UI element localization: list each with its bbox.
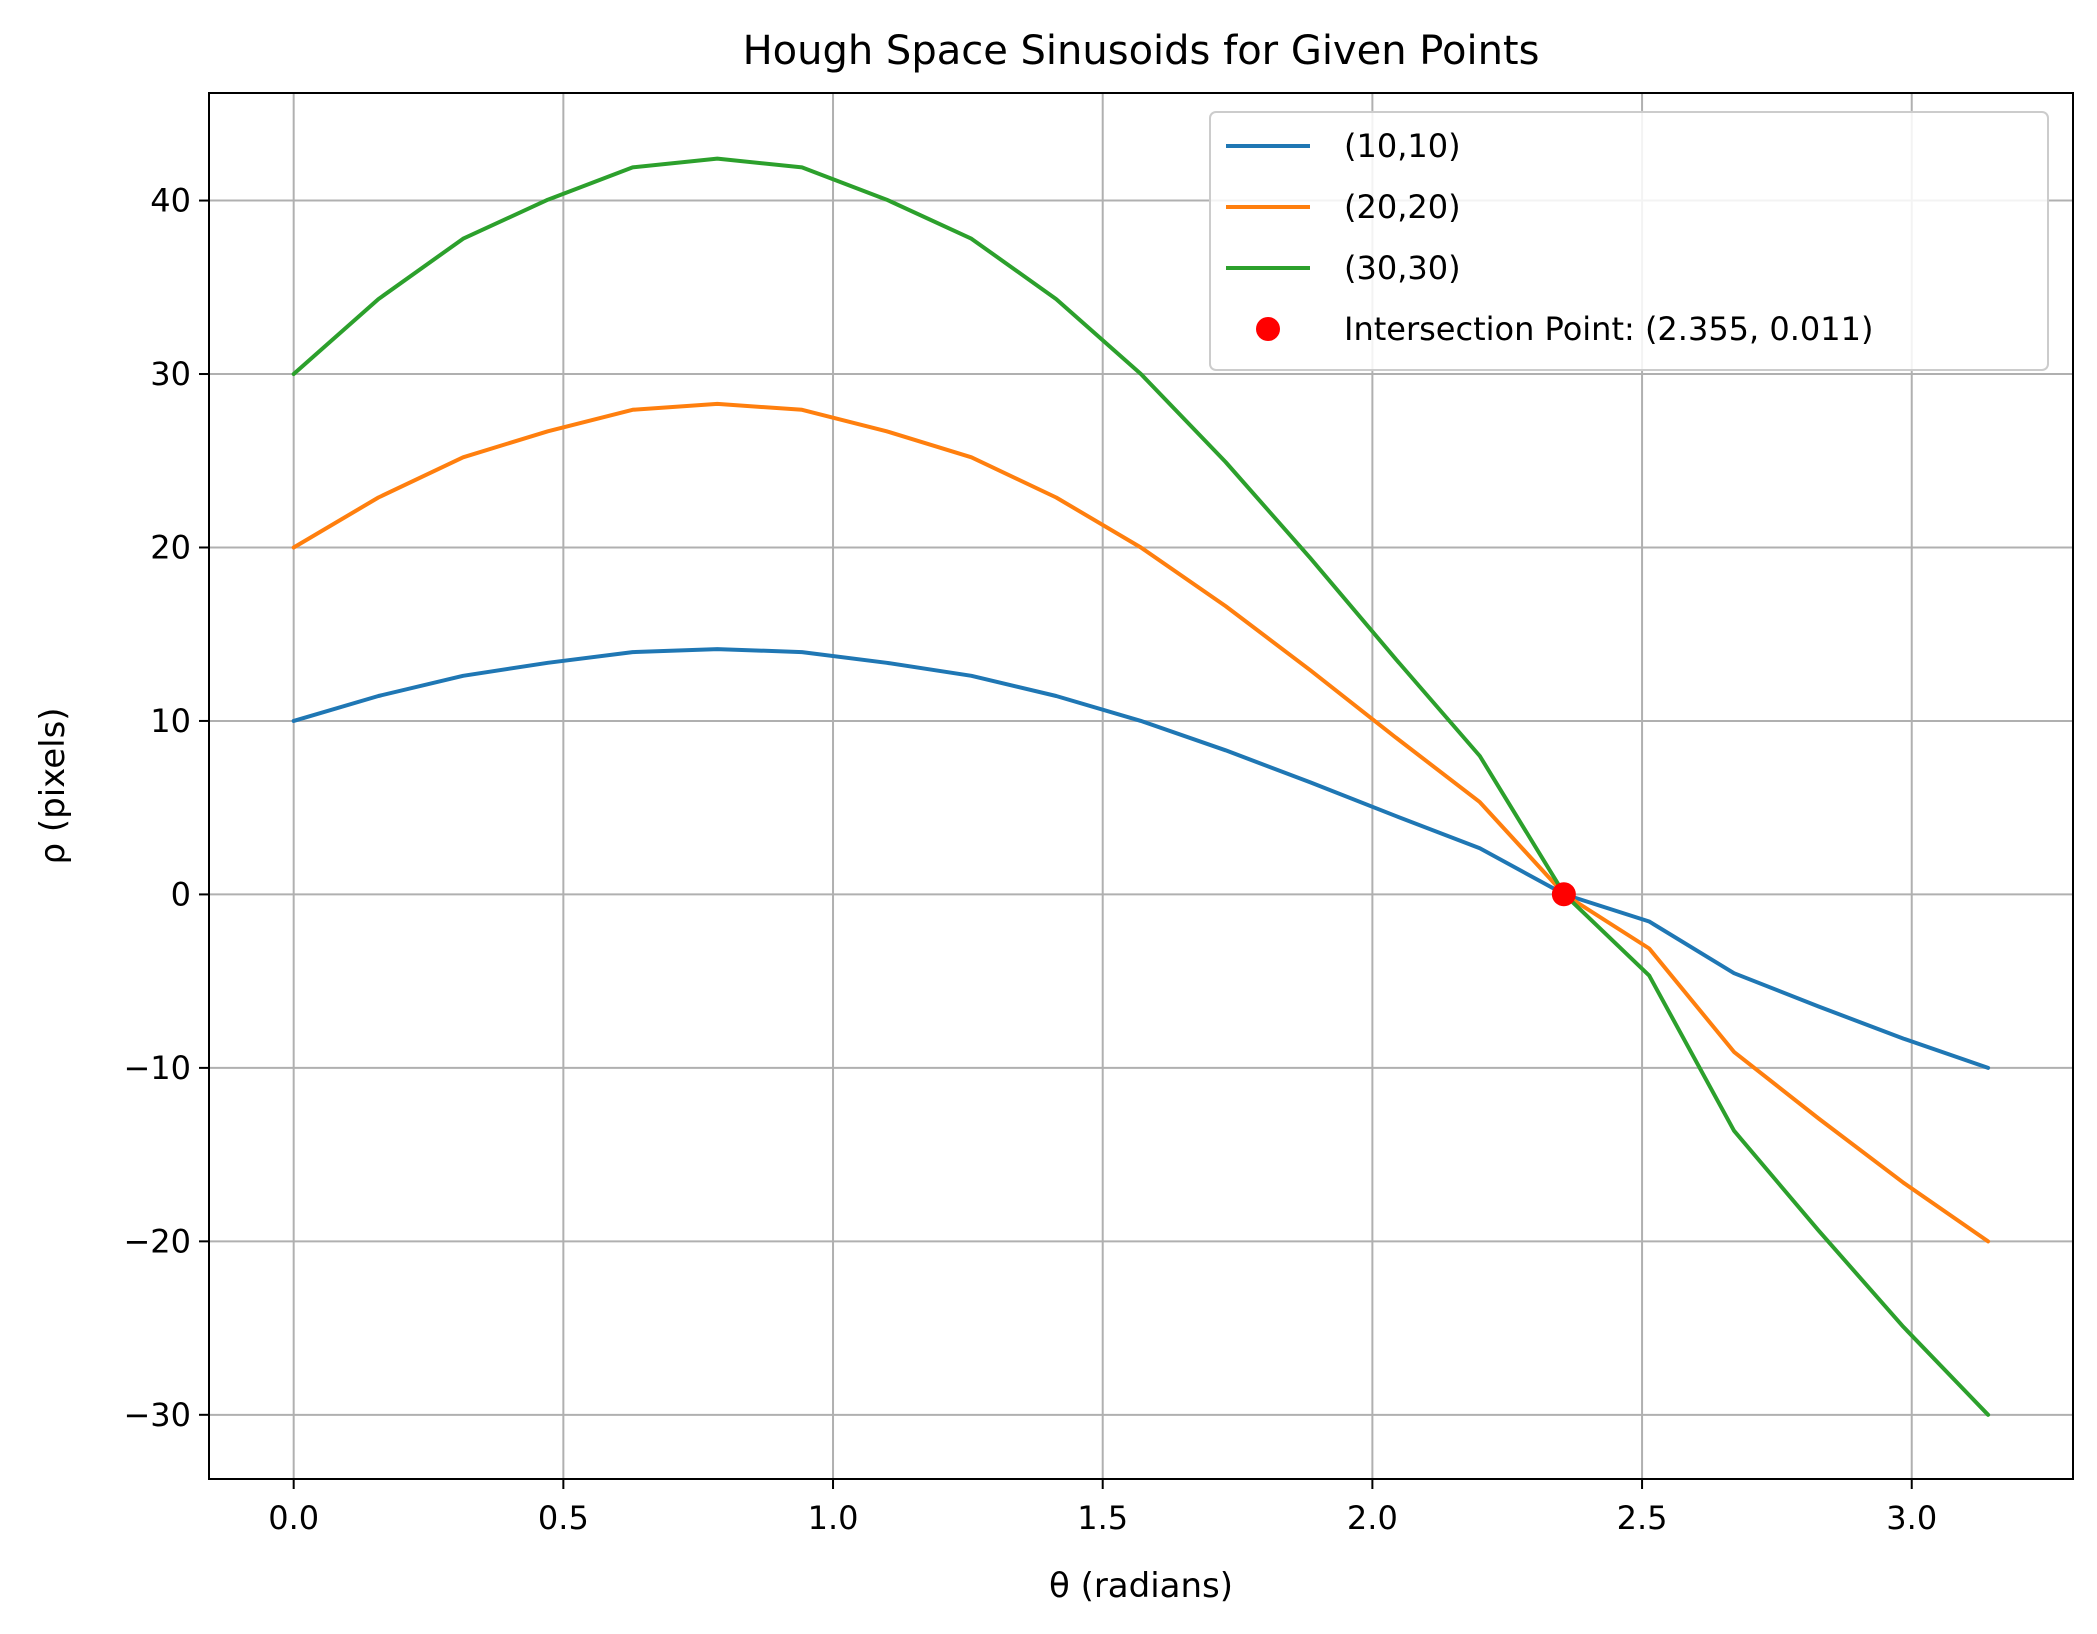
x-axis-label: θ (radians) <box>1049 1566 1233 1606</box>
series-line <box>291 647 1991 1070</box>
legend-box <box>1209 111 2049 371</box>
y-tick-label: −30 <box>123 1396 191 1434</box>
x-tick-label: 1.0 <box>808 1499 859 1537</box>
y-tick-label: 10 <box>150 702 191 740</box>
x-axis-ticks: 0.0 0.5 1.0 1.5 2.0 2.5 3.0 <box>268 1479 1937 1537</box>
legend-label: (30,30) <box>1344 249 1461 287</box>
legend: (10,10) (20,20) (30,30) Intersection Point:… <box>1209 111 2049 371</box>
x-tick-label: 0.0 <box>268 1499 319 1537</box>
y-tick-label: −20 <box>123 1222 191 1260</box>
y-tick-label: −10 <box>123 1049 191 1087</box>
y-tick-label: 40 <box>150 182 191 220</box>
chart-title: Hough Space Sinusoids for Given Points <box>743 28 1540 74</box>
legend-label: (10,10) <box>1344 127 1461 165</box>
x-tick-label: 3.0 <box>1886 1499 1937 1537</box>
x-tick-label: 2.0 <box>1347 1499 1398 1537</box>
x-tick-label: 2.5 <box>1617 1499 1668 1537</box>
legend-marker-swatch <box>1256 317 1280 341</box>
plot-markers <box>1551 882 1576 907</box>
series-line <box>291 156 1991 1417</box>
y-axis-label: ρ (pixels) <box>33 707 73 864</box>
legend-label: (20,20) <box>1344 188 1461 226</box>
y-tick-label: 20 <box>150 528 191 566</box>
series-line <box>291 401 1991 1244</box>
y-tick-label: 30 <box>150 355 191 393</box>
intersection-point-marker <box>1551 882 1576 907</box>
plot-series <box>291 156 1991 1417</box>
legend-label: Intersection Point: (2.355, 0.011) <box>1344 310 1873 348</box>
plot-frame <box>208 92 2074 1480</box>
y-axis-ticks: −30 −20 −10 0 10 20 30 40 <box>123 182 209 1434</box>
x-tick-label: 0.5 <box>538 1499 589 1537</box>
y-tick-label: 0 <box>171 875 191 913</box>
x-tick-label: 1.5 <box>1077 1499 1128 1537</box>
